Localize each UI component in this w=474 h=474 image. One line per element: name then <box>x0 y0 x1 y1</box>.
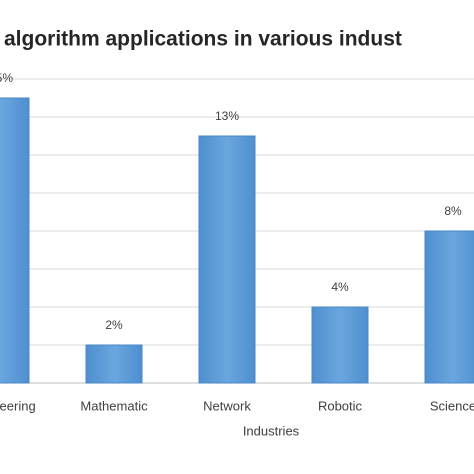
x-tick-label: Engineering <box>0 398 36 413</box>
value-label: 15% <box>0 71 13 85</box>
value-label: 2% <box>105 318 123 332</box>
x-tick-label: Mathematic <box>80 398 148 413</box>
bar <box>85 344 143 384</box>
chart-title: algorithm applications in various indust <box>4 28 402 51</box>
bar <box>0 97 30 384</box>
x-tick-label: Network <box>203 398 251 413</box>
x-tick-label: Robotic <box>318 398 363 413</box>
value-label: 4% <box>331 280 349 294</box>
bar <box>198 135 256 384</box>
x-axis-title: Industries <box>243 423 300 438</box>
value-label: 13% <box>215 109 239 123</box>
value-label: 8% <box>444 204 462 218</box>
x-tick-label: Science <box>430 398 474 413</box>
bar <box>424 230 474 384</box>
bar <box>311 306 369 384</box>
